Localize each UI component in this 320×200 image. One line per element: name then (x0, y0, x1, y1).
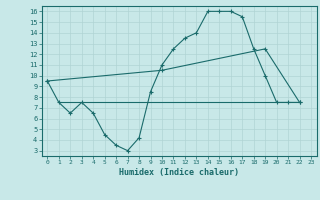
X-axis label: Humidex (Indice chaleur): Humidex (Indice chaleur) (119, 168, 239, 177)
